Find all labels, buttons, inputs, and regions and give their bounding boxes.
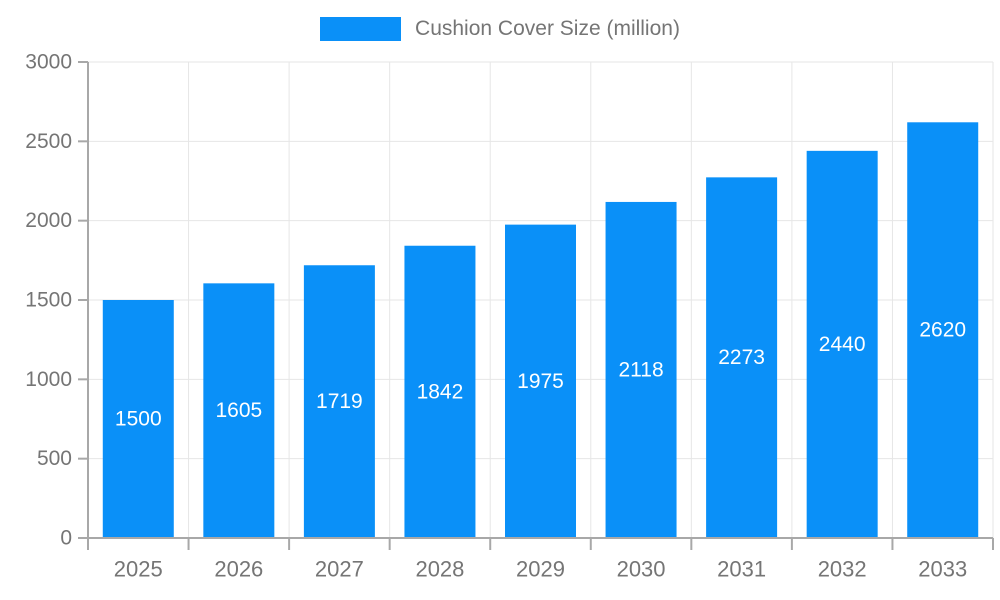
- y-tick-label: 2500: [25, 130, 72, 153]
- y-tick-label: 1000: [25, 368, 72, 391]
- bar-value-label: 1842: [417, 380, 464, 403]
- bar-2026[interactable]: [203, 283, 275, 538]
- x-tick-label: 2029: [516, 557, 565, 582]
- bar-2033[interactable]: [907, 122, 979, 538]
- bar-value-label: 1975: [517, 370, 564, 393]
- bar-value-label: 2118: [618, 358, 663, 381]
- bar-value-label: 2440: [819, 333, 866, 356]
- y-tick-label: 0: [60, 527, 72, 550]
- bar-value-label: 1500: [115, 408, 162, 431]
- x-tick-label: 2032: [818, 557, 867, 582]
- bar-value-label: 2620: [919, 319, 966, 342]
- y-tick-label: 2000: [25, 209, 72, 232]
- bar-2029[interactable]: [505, 224, 576, 538]
- y-tick-label: 500: [37, 447, 72, 470]
- bar-2031[interactable]: [706, 177, 778, 539]
- x-tick-label: 2025: [114, 557, 163, 582]
- y-tick-label: 3000: [25, 51, 72, 74]
- x-tick-label: 2031: [717, 557, 766, 582]
- y-tick-label: 1500: [25, 289, 72, 312]
- chart-legend[interactable]: Cushion Cover Size (million): [0, 17, 1000, 41]
- bar-2032[interactable]: [806, 150, 878, 538]
- x-tick-label: 2026: [214, 557, 263, 582]
- legend-color-swatch: [320, 17, 402, 41]
- bar-2027[interactable]: [303, 265, 375, 538]
- bar-value-label: 2273: [718, 346, 765, 369]
- x-tick-label: 2030: [617, 557, 666, 582]
- x-tick-label: 2027: [315, 557, 364, 582]
- bar-2025[interactable]: [102, 300, 174, 538]
- bar-value-label: 1605: [215, 399, 262, 422]
- legend-series-label: Cushion Cover Size (million): [415, 17, 680, 40]
- bar-2030[interactable]: [605, 201, 677, 538]
- bar-value-label: 1719: [316, 390, 363, 413]
- x-tick-label: 2033: [918, 557, 967, 582]
- x-tick-label: 2028: [415, 557, 464, 582]
- bar-2028[interactable]: [404, 245, 476, 538]
